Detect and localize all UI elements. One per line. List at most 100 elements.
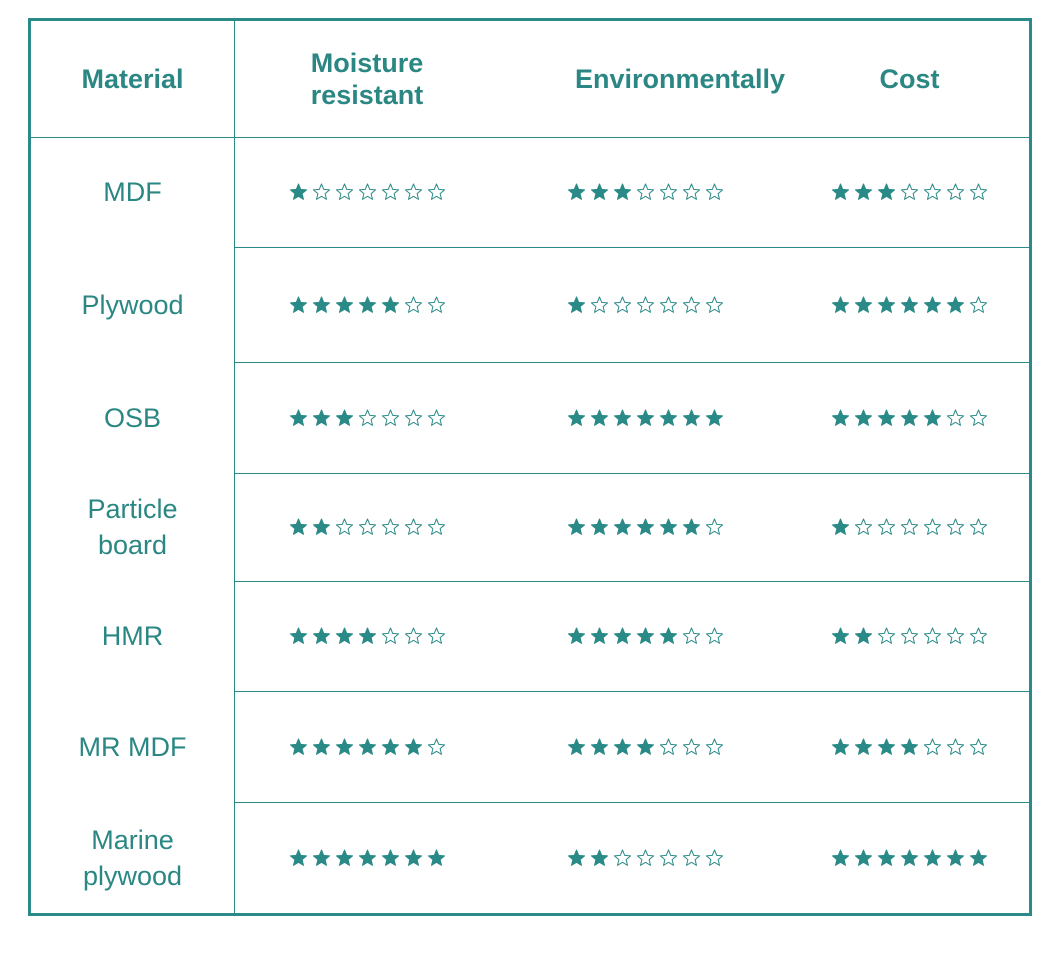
material-cell: OSB: [31, 362, 234, 473]
header-cell: Material: [31, 21, 234, 137]
star-filled: [404, 849, 422, 866]
star-empty: [969, 183, 988, 200]
star-filled: [877, 738, 896, 755]
star-filled: [358, 627, 376, 644]
star-filled: [567, 183, 585, 200]
rating-cell: [790, 802, 1029, 913]
star-empty: [705, 183, 723, 200]
star-filled: [946, 849, 965, 866]
material-cell: Particle board: [31, 473, 234, 581]
star-filled: [682, 409, 700, 426]
star-empty: [427, 296, 445, 313]
star-filled: [854, 738, 873, 755]
header-cell: Environmentally: [500, 21, 790, 137]
star-filled: [590, 738, 608, 755]
star-filled: [831, 627, 850, 644]
star-empty: [923, 627, 942, 644]
star-filled: [312, 296, 330, 313]
star-filled: [831, 409, 850, 426]
star-filled: [590, 409, 608, 426]
material-cell: MDF: [31, 137, 234, 247]
material-name: Plywood: [81, 289, 184, 320]
star-filled: [831, 296, 850, 313]
star-filled: [335, 849, 353, 866]
star-filled: [381, 296, 399, 313]
star-empty: [636, 183, 654, 200]
rating-cell: [234, 691, 500, 802]
star-rating: [567, 296, 723, 313]
star-empty: [705, 518, 723, 535]
star-filled: [567, 296, 585, 313]
star-empty: [900, 518, 919, 535]
star-filled: [877, 183, 896, 200]
star-filled: [831, 183, 850, 200]
star-empty: [900, 627, 919, 644]
material-cell: Marine plywood: [31, 802, 234, 913]
star-empty: [636, 849, 654, 866]
star-empty: [877, 627, 896, 644]
star-filled: [289, 738, 307, 755]
star-filled: [636, 409, 654, 426]
star-filled: [335, 738, 353, 755]
star-rating: [289, 183, 445, 200]
star-rating: [289, 627, 445, 644]
star-filled: [659, 518, 677, 535]
star-filled: [877, 849, 896, 866]
star-filled: [312, 409, 330, 426]
rating-cell: [500, 137, 790, 247]
rating-cell: [500, 691, 790, 802]
star-filled: [381, 738, 399, 755]
star-empty: [946, 183, 965, 200]
star-filled: [358, 849, 376, 866]
star-filled: [312, 849, 330, 866]
star-filled: [590, 518, 608, 535]
star-empty: [969, 738, 988, 755]
star-empty: [877, 518, 896, 535]
star-empty: [900, 183, 919, 200]
star-rating: [831, 849, 988, 866]
row-divider: [234, 473, 1029, 474]
star-filled: [404, 738, 422, 755]
star-empty: [946, 409, 965, 426]
star-filled: [923, 409, 942, 426]
star-empty: [404, 518, 422, 535]
star-filled: [590, 627, 608, 644]
star-empty: [659, 296, 677, 313]
rating-cell: [234, 247, 500, 362]
star-filled: [854, 409, 873, 426]
star-empty: [682, 849, 700, 866]
star-empty: [946, 738, 965, 755]
star-empty: [427, 409, 445, 426]
star-empty: [381, 518, 399, 535]
star-filled: [854, 627, 873, 644]
star-filled: [877, 409, 896, 426]
header-text: Moisture resistant: [310, 48, 424, 110]
header-text: Cost: [879, 64, 940, 94]
material-name: HMR: [101, 621, 164, 651]
star-rating: [567, 518, 723, 535]
star-rating: [831, 183, 988, 200]
star-rating: [567, 627, 723, 644]
material-name: Marine plywood: [82, 824, 183, 891]
star-empty: [682, 296, 700, 313]
star-empty: [946, 627, 965, 644]
star-empty: [969, 518, 988, 535]
star-rating: [289, 296, 445, 313]
star-empty: [923, 518, 942, 535]
star-filled: [705, 409, 723, 426]
material-name: MR MDF: [78, 731, 187, 762]
star-filled: [613, 518, 631, 535]
star-filled: [358, 296, 376, 313]
star-empty: [659, 849, 677, 866]
star-filled: [831, 738, 850, 755]
table-frame: [28, 18, 1032, 916]
star-empty: [427, 518, 445, 535]
material-cell: Plywood: [31, 247, 234, 362]
star-filled: [567, 627, 585, 644]
star-empty: [969, 296, 988, 313]
star-filled: [900, 296, 919, 313]
row-divider: [234, 691, 1029, 692]
star-rating: [567, 738, 723, 755]
star-empty: [381, 409, 399, 426]
